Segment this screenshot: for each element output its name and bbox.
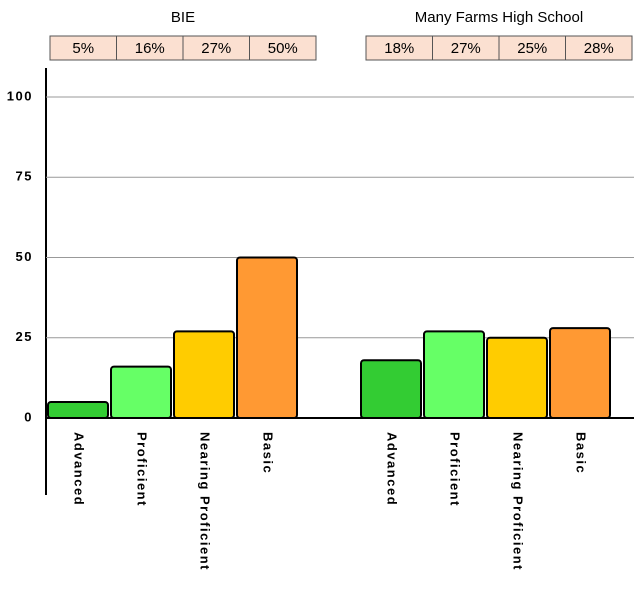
- x-tick-label: Proficient: [135, 432, 150, 507]
- bar: [236, 256, 298, 419]
- value-label: 28%: [584, 40, 614, 57]
- y-tick-label: 75: [16, 169, 33, 184]
- bar: [486, 336, 548, 419]
- label-box: [49, 35, 117, 61]
- value-label: 25%: [517, 40, 547, 57]
- value-label: 5%: [72, 40, 94, 57]
- bar: [549, 327, 611, 419]
- value-label: 16%: [135, 40, 165, 57]
- x-tick-label: Nearing Proficient: [511, 432, 526, 571]
- value-label: 27%: [451, 40, 481, 57]
- bar: [360, 359, 422, 419]
- label-box: [498, 35, 566, 61]
- value-label: 27%: [201, 40, 231, 57]
- bar: [47, 400, 109, 420]
- label-box: [249, 35, 317, 61]
- group-title: BIE: [171, 9, 195, 26]
- y-tick-label: 100: [7, 88, 33, 103]
- bar: [110, 365, 172, 420]
- group-title: Many Farms High School: [415, 9, 583, 26]
- y-tick-label: 50: [16, 249, 33, 264]
- x-tick-label: Basic: [574, 432, 589, 474]
- value-label: 18%: [384, 40, 414, 57]
- x-tick-label: Advanced: [72, 432, 87, 506]
- label-box: [365, 35, 433, 61]
- bar: [423, 330, 485, 419]
- label-box: [432, 35, 500, 61]
- x-tick-label: Nearing Proficient: [198, 432, 213, 571]
- x-tick-label: Advanced: [385, 432, 400, 506]
- x-tick-label: Proficient: [448, 432, 463, 507]
- y-tick-label: 0: [24, 409, 33, 424]
- y-tick-label: 25: [16, 329, 33, 344]
- x-tick-label: Basic: [261, 432, 276, 474]
- value-label: 50%: [268, 40, 298, 57]
- bar: [173, 330, 235, 419]
- label-box: [565, 35, 633, 61]
